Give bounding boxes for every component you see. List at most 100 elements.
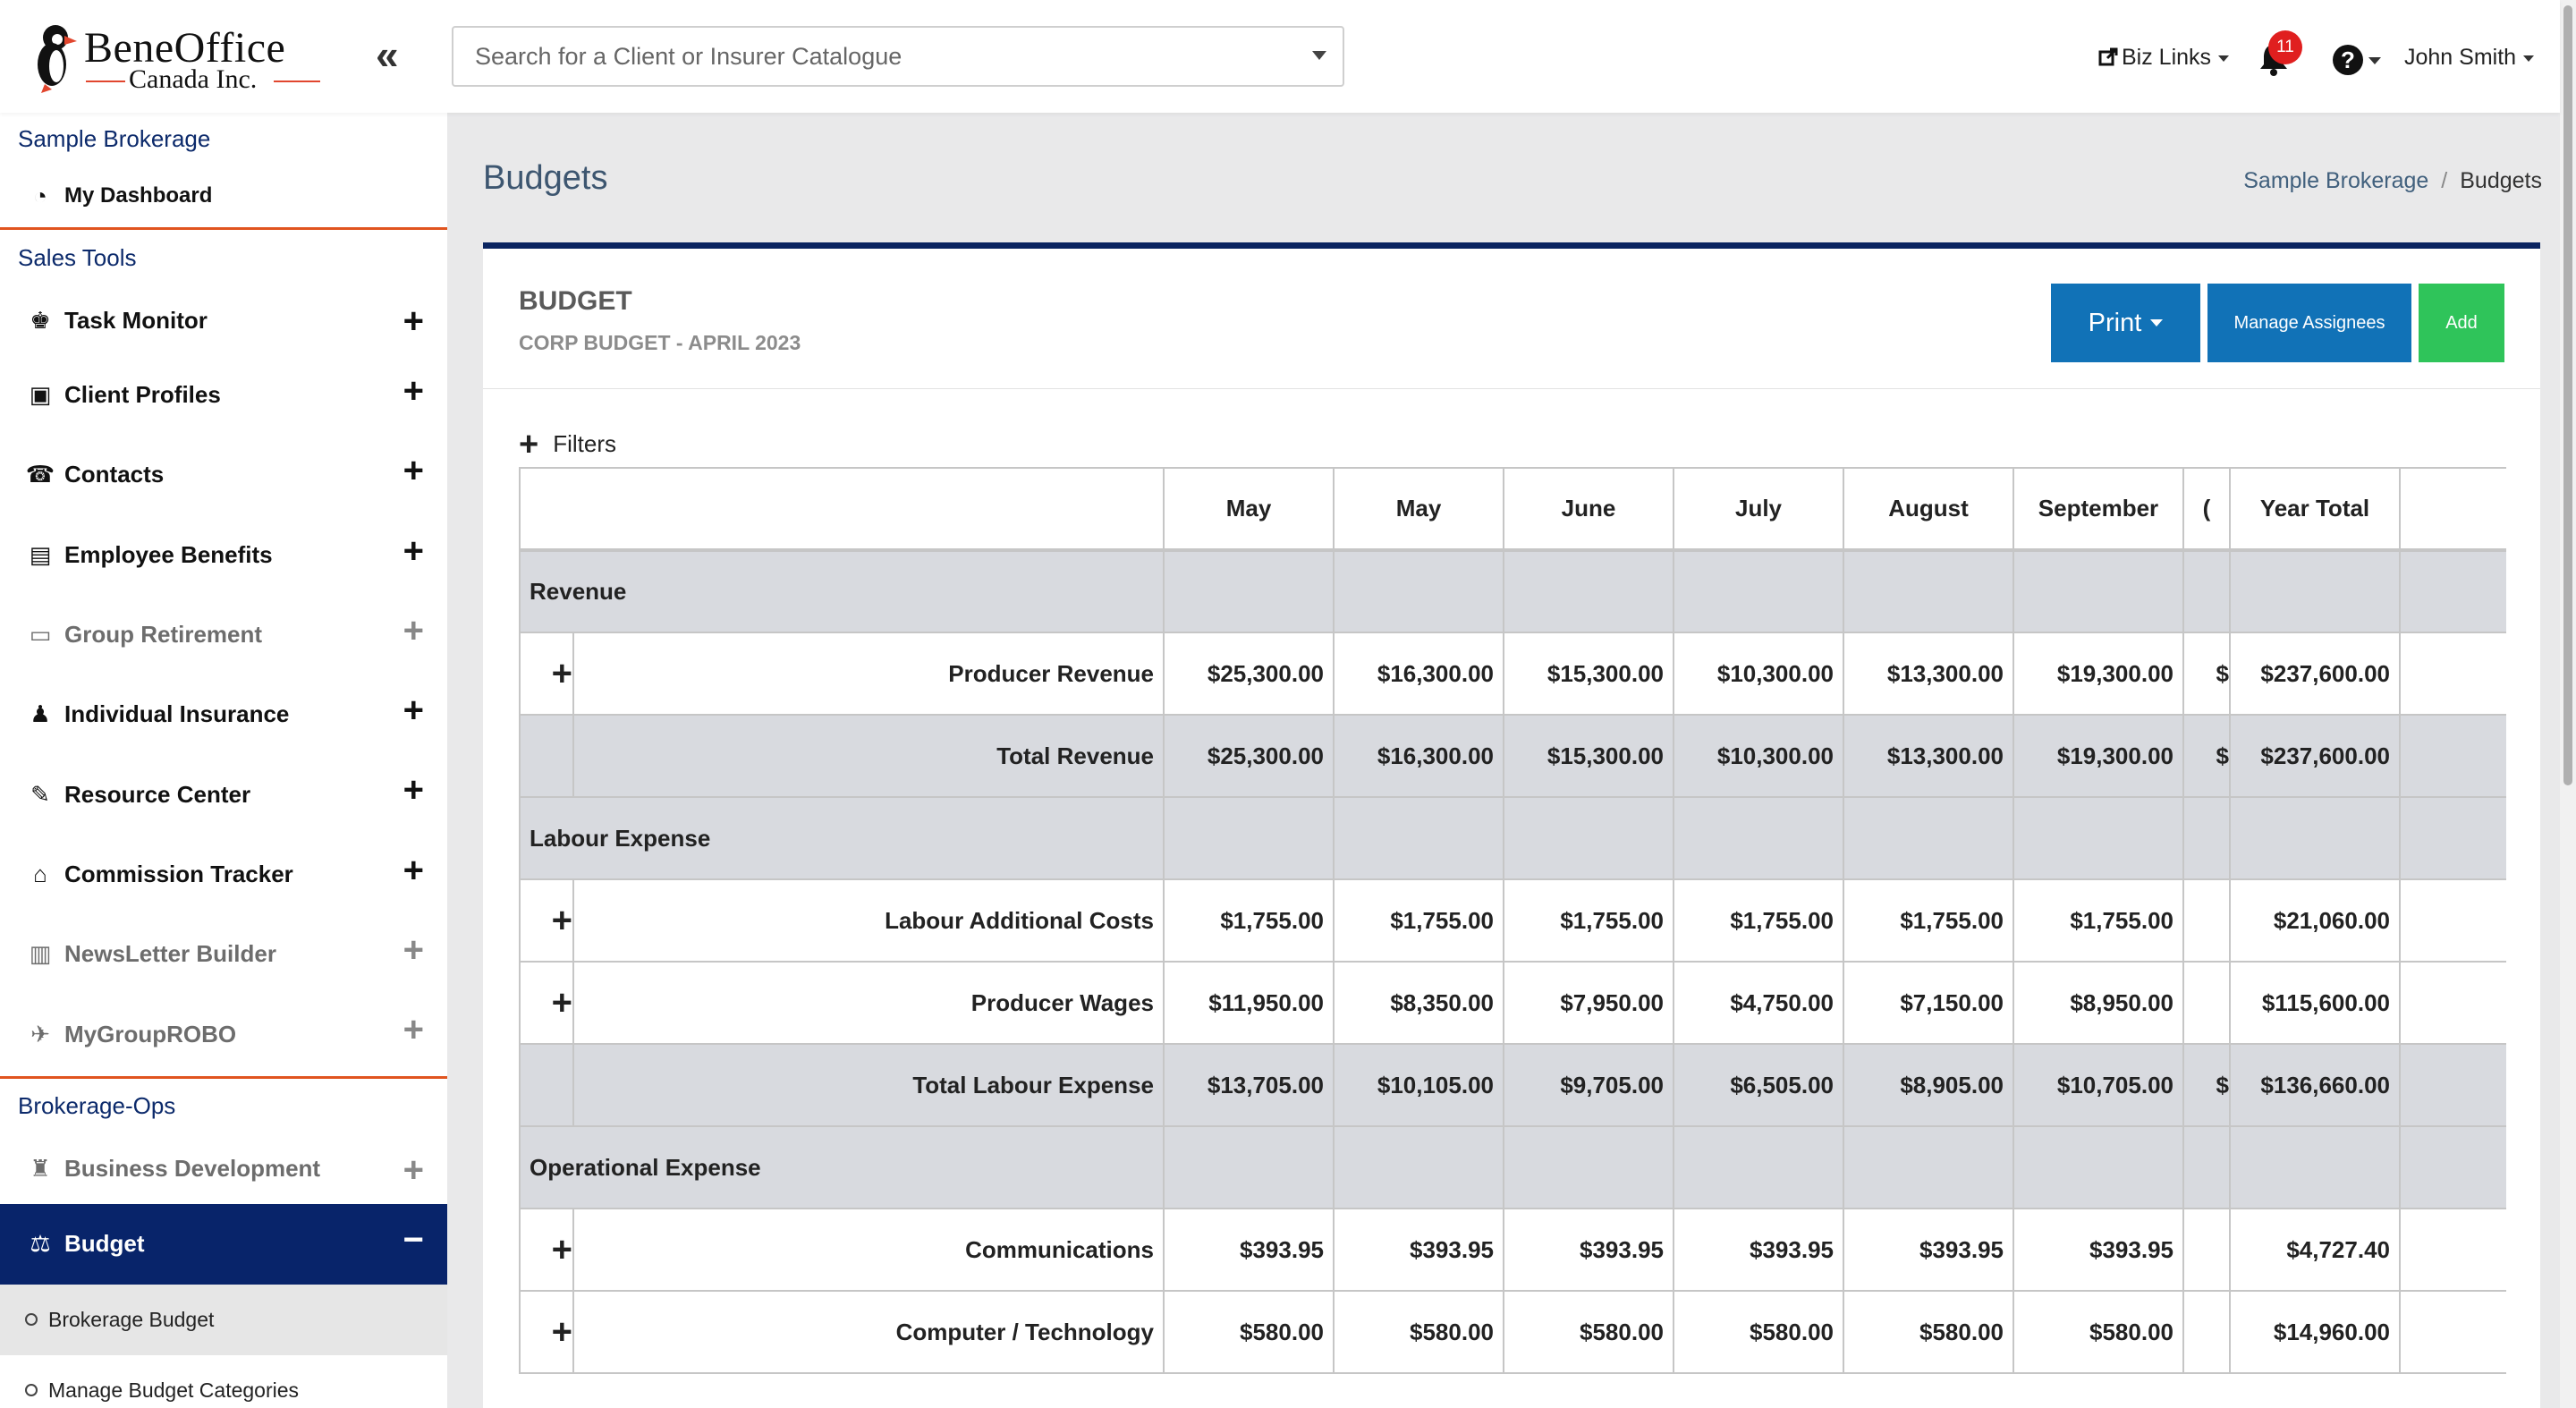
total-blank-cell — [519, 1043, 574, 1127]
row-label: Labour Additional Costs — [572, 878, 1165, 963]
value-cell: $8,905.00 — [1843, 1043, 2014, 1127]
expand-plus-icon[interactable]: + — [402, 610, 424, 650]
expand-plus-icon[interactable]: + — [402, 691, 424, 731]
expand-row-plus-icon[interactable]: + — [519, 961, 574, 1045]
dashboard-icon: ◔ — [33, 182, 47, 209]
value-cell: $580.00 — [1843, 1290, 2014, 1374]
sidebar-item-label: Task Monitor — [64, 306, 208, 334]
sidebar-subitem-brokerage-budget[interactable]: Brokerage Budget — [0, 1284, 447, 1355]
sidebar-item-budget[interactable]: ⚖ Budget − — [0, 1203, 447, 1285]
expand-plus-icon[interactable]: + — [402, 770, 424, 810]
expand-row-plus-icon[interactable]: + — [519, 878, 574, 963]
expand-plus-icon[interactable]: + — [402, 371, 424, 411]
sidebar-item-newsletter-builder[interactable]: ▥ NewsLetter Builder + — [0, 914, 447, 994]
person-at-desk-icon: ♚ — [30, 306, 51, 334]
budget-submenu: Brokerage Budget Manage Budget Categories — [0, 1284, 447, 1408]
sidebar-item-label: My Dashboard — [64, 183, 213, 208]
search-input[interactable] — [475, 28, 1280, 85]
add-button[interactable]: Add — [2419, 284, 2504, 362]
divider — [0, 1075, 447, 1079]
value-cell: $580.00 — [1673, 1290, 1844, 1374]
column-header[interactable]: Year Total — [2229, 467, 2401, 552]
row-label: Producer Revenue — [572, 632, 1165, 716]
robot-icon: ✈ — [30, 1020, 50, 1048]
print-button[interactable]: Print — [2051, 284, 2200, 362]
column-header[interactable]: July — [1673, 467, 1844, 552]
value-cell: $393.95 — [1333, 1208, 1504, 1292]
sidebar-subitem-manage-budget-categories[interactable]: Manage Budget Categories — [0, 1355, 447, 1408]
help-caret-icon[interactable] — [2368, 57, 2381, 64]
value-cell: $10,300.00 — [1673, 632, 1844, 716]
sidebar-item-task-monitor[interactable]: ♚ Task Monitor + — [0, 285, 447, 355]
section-title-brokerage-ops: Brokerage-Ops — [18, 1092, 176, 1120]
manage-assignees-button[interactable]: Manage Assignees — [2207, 284, 2411, 362]
search-dropdown-caret-icon[interactable] — [1312, 51, 1326, 60]
sidebar-item-business-development[interactable]: ♜ Business Development + — [0, 1134, 447, 1204]
column-header[interactable]: ( — [2182, 467, 2231, 552]
table-body: Revenue + Producer Revenue $25,300.00 $16,30… — [519, 549, 2506, 1374]
expand-plus-icon[interactable]: + — [402, 301, 424, 341]
sidebar-item-my-dashboard[interactable]: ◔ My Dashboard — [0, 165, 447, 227]
company-logo[interactable]: BeneOffice Canada Inc. — [25, 20, 320, 95]
chevron-down-icon — [2218, 55, 2230, 62]
page-scrollbar[interactable] — [2560, 0, 2576, 1408]
collapse-sidebar-icon[interactable]: « — [376, 31, 399, 78]
table-row: + Labour Additional Costs $1,755.00 $1,755.… — [519, 878, 2506, 963]
user-menu[interactable]: John Smith — [2404, 45, 2535, 71]
category-empty-cell — [2229, 549, 2401, 633]
column-header[interactable]: August — [1843, 467, 2014, 552]
table-row: + Computer / Technology $580.00 $580.00 $580… — [519, 1290, 2506, 1374]
budget-table-container[interactable]: May May June July August September(Year Total… — [519, 467, 2506, 1408]
expand-plus-icon[interactable]: + — [402, 530, 424, 571]
sidebar-item-employee-benefits[interactable]: ▤ Employee Benefits + — [0, 515, 447, 595]
total-row: Total Revenue $25,300.00 $16,300.00 $15,300… — [519, 714, 2506, 798]
filters-toggle[interactable]: + Filters — [519, 428, 616, 462]
sidebar-item-label: Client Profiles — [64, 381, 221, 409]
expand-plus-icon[interactable]: + — [402, 930, 424, 971]
category-empty-cell — [1333, 549, 1504, 633]
client-search-select[interactable] — [452, 26, 1344, 87]
column-header[interactable]: June — [1503, 467, 1674, 552]
expand-plus-icon[interactable]: + — [402, 850, 424, 890]
logo-rule-right — [274, 81, 320, 82]
sidebar-item-individual-insurance[interactable]: ♟ Individual Insurance + — [0, 674, 447, 754]
sidebar-item-client-profiles[interactable]: ▣ Client Profiles + — [0, 355, 447, 435]
sales-tools-list: ♚ Task Monitor + ▣ Client Profiles + ☎ Contacts… — [0, 285, 447, 1074]
expand-row-plus-icon[interactable]: + — [519, 1208, 574, 1292]
category-empty-cell — [1673, 1125, 1844, 1209]
column-header[interactable]: May — [1333, 467, 1504, 552]
logo-name: BeneOffice — [84, 24, 286, 72]
column-header[interactable]: May — [1163, 467, 1335, 552]
sidebar-item-mygrouprobo[interactable]: ✈ MyGroupROBO + — [0, 994, 447, 1073]
notification-count-badge: 11 — [2268, 30, 2302, 64]
empty-cell — [2399, 961, 2506, 1045]
binoculars-icon: ♜ — [30, 1155, 51, 1183]
brokerage-ops-list: ♜ Business Development + ⚖ Budget − — [0, 1134, 447, 1285]
empty-cell — [2399, 632, 2506, 716]
biz-links-dropdown[interactable]: Biz Links — [2098, 45, 2230, 71]
expand-plus-icon[interactable]: + — [402, 1149, 424, 1190]
expand-row-plus-icon[interactable]: + — [519, 632, 574, 716]
category-empty-cell — [1673, 796, 1844, 880]
expand-row-plus-icon[interactable]: + — [519, 1290, 574, 1374]
value-cell: $25,300.00 — [1163, 632, 1335, 716]
expand-plus-icon[interactable]: + — [402, 451, 424, 491]
sidebar-item-commission-tracker[interactable]: ⌂ Commission Tracker + — [0, 835, 447, 914]
sidebar-item-resource-center[interactable]: ✎ Resource Center + — [0, 754, 447, 834]
sidebar-item-contacts[interactable]: ☎ Contacts + — [0, 435, 447, 514]
help-icon[interactable]: ? — [2333, 45, 2363, 75]
scrollbar-thumb[interactable] — [2563, 5, 2572, 785]
value-cell: $237,600.00 — [2229, 714, 2401, 798]
column-header[interactable]: September — [2012, 467, 2184, 552]
category-label: Labour Expense — [519, 796, 1165, 880]
collapse-minus-icon[interactable]: − — [402, 1219, 424, 1260]
sidebar-item-label: Contacts — [64, 461, 165, 488]
sidebar-item-label: Budget — [64, 1230, 145, 1258]
sidebar-item-group-retirement[interactable]: ▭ Group Retirement + — [0, 595, 447, 674]
brokerage-name[interactable]: Sample Brokerage — [18, 124, 211, 152]
value-cell: $393.95 — [1163, 1208, 1335, 1292]
category-label: Revenue — [519, 549, 1165, 633]
sidebar-item-label: MyGroupROBO — [64, 1020, 237, 1048]
breadcrumb-link-brokerage[interactable]: Sample Brokerage — [2243, 168, 2429, 193]
expand-plus-icon[interactable]: + — [402, 1010, 424, 1050]
